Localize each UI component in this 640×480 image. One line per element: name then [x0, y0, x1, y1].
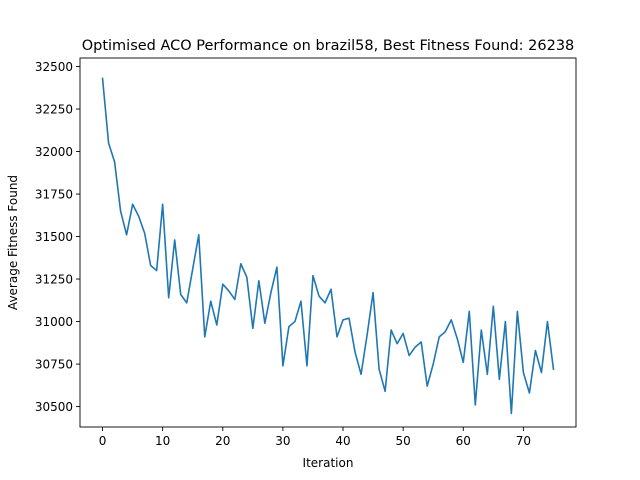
y-tick-label: 32500	[35, 60, 73, 74]
y-tick-label: 31500	[35, 230, 73, 244]
x-tick-label: 30	[275, 434, 290, 448]
x-axis-label: Iteration	[303, 456, 354, 470]
y-tick-label: 31250	[35, 273, 73, 287]
y-tick-label: 30500	[35, 400, 73, 414]
y-tick-label: 31000	[35, 315, 73, 329]
x-tick-label: 60	[456, 434, 471, 448]
x-tick-label: 0	[99, 434, 107, 448]
series-line-average-fitness	[101, 77, 555, 415]
plot-area	[80, 58, 576, 427]
x-tick-label: 10	[155, 434, 170, 448]
x-axis-ticks: 0 10 20 30 40 50 60 70	[99, 427, 531, 448]
plot-frame	[79, 57, 577, 428]
y-axis-ticks: 30500 30750 31000 31250 31500 31750 32000 32250…	[35, 60, 80, 414]
y-axis-label: Average Fitness Found	[6, 175, 20, 310]
x-tick-label: 40	[335, 434, 350, 448]
y-tick-label: 32000	[35, 145, 73, 159]
y-tick-label: 30750	[35, 358, 73, 372]
y-tick-label: 32250	[35, 103, 73, 117]
y-tick-label: 31750	[35, 188, 73, 202]
x-tick-label: 20	[215, 434, 230, 448]
chart-title: Optimised ACO Performance on brazil58, B…	[82, 38, 575, 54]
x-tick-label: 70	[516, 434, 531, 448]
x-tick-label: 50	[396, 434, 411, 448]
